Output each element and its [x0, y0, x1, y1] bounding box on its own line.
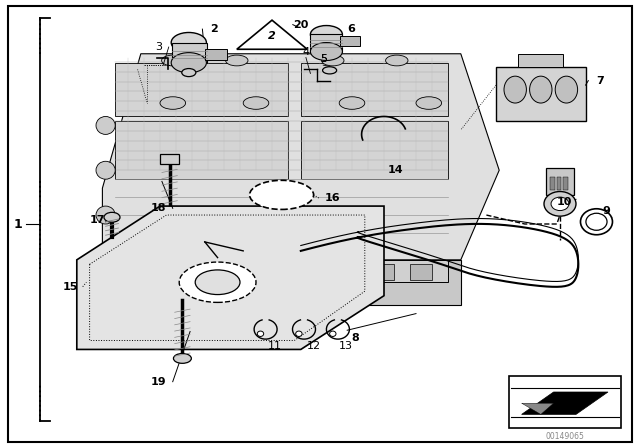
Bar	[115, 260, 448, 282]
Bar	[115, 121, 288, 179]
Ellipse shape	[529, 76, 552, 103]
Polygon shape	[522, 392, 608, 414]
Ellipse shape	[250, 181, 314, 210]
Ellipse shape	[96, 161, 115, 179]
Bar	[410, 264, 432, 280]
Ellipse shape	[96, 206, 115, 224]
Ellipse shape	[551, 197, 569, 211]
Polygon shape	[522, 403, 554, 414]
Bar	[205, 49, 227, 60]
Ellipse shape	[96, 116, 115, 134]
Bar	[371, 264, 394, 280]
Bar	[496, 67, 586, 121]
Text: 17: 17	[90, 215, 105, 225]
Bar	[301, 121, 448, 179]
Text: 5: 5	[320, 54, 326, 64]
Bar	[550, 177, 555, 190]
Bar	[301, 63, 448, 116]
Bar	[294, 264, 317, 280]
Ellipse shape	[296, 331, 302, 336]
Bar	[557, 177, 561, 190]
Text: 1: 1	[13, 217, 22, 231]
Ellipse shape	[179, 262, 256, 302]
Bar	[141, 264, 163, 280]
Bar	[340, 36, 360, 46]
Ellipse shape	[544, 192, 576, 216]
Ellipse shape	[310, 26, 342, 43]
Ellipse shape	[104, 212, 120, 222]
Ellipse shape	[160, 97, 186, 109]
Text: 7: 7	[596, 76, 604, 86]
Bar	[546, 168, 574, 195]
Ellipse shape	[323, 67, 337, 74]
Polygon shape	[102, 54, 499, 260]
Ellipse shape	[310, 43, 342, 60]
Text: 00149065: 00149065	[545, 432, 584, 441]
Text: 11: 11	[268, 341, 282, 351]
Ellipse shape	[243, 97, 269, 109]
Text: 18: 18	[151, 203, 166, 213]
Bar	[509, 376, 621, 428]
Ellipse shape	[416, 97, 442, 109]
Ellipse shape	[195, 270, 240, 295]
Text: 6: 6	[347, 24, 355, 34]
Polygon shape	[77, 206, 384, 349]
Text: 8: 8	[351, 333, 359, 343]
Ellipse shape	[226, 55, 248, 66]
Text: 20: 20	[293, 20, 308, 30]
Bar	[518, 54, 563, 67]
Bar	[218, 264, 240, 280]
Ellipse shape	[257, 331, 264, 336]
Text: 16: 16	[325, 193, 340, 203]
Text: 15: 15	[63, 282, 78, 292]
Bar	[160, 154, 179, 164]
Text: 13: 13	[339, 341, 353, 351]
Ellipse shape	[162, 55, 184, 66]
Ellipse shape	[385, 55, 408, 66]
Bar	[333, 264, 355, 280]
Bar	[115, 63, 288, 116]
Ellipse shape	[580, 209, 612, 235]
Text: 2: 2	[211, 24, 218, 34]
Ellipse shape	[504, 76, 527, 103]
Text: 14: 14	[388, 165, 403, 175]
Ellipse shape	[172, 53, 206, 73]
Ellipse shape	[339, 97, 365, 109]
Polygon shape	[102, 260, 461, 305]
Bar	[256, 264, 278, 280]
Text: 4: 4	[302, 47, 310, 56]
Text: 3: 3	[156, 42, 162, 52]
Ellipse shape	[182, 69, 196, 77]
Ellipse shape	[172, 33, 206, 53]
Text: 12: 12	[307, 341, 321, 351]
Bar	[310, 34, 342, 52]
Bar	[172, 43, 207, 63]
Text: 5: 5	[320, 54, 326, 64]
Bar	[563, 177, 568, 190]
Ellipse shape	[330, 331, 336, 336]
Bar	[179, 264, 202, 280]
Text: 9: 9	[603, 206, 611, 215]
Ellipse shape	[555, 76, 578, 103]
Ellipse shape	[322, 55, 344, 66]
Ellipse shape	[173, 353, 191, 363]
Polygon shape	[237, 20, 307, 49]
Text: 19: 19	[151, 377, 166, 387]
Ellipse shape	[586, 213, 607, 230]
Text: 10: 10	[557, 198, 572, 207]
Text: 2: 2	[268, 31, 276, 41]
